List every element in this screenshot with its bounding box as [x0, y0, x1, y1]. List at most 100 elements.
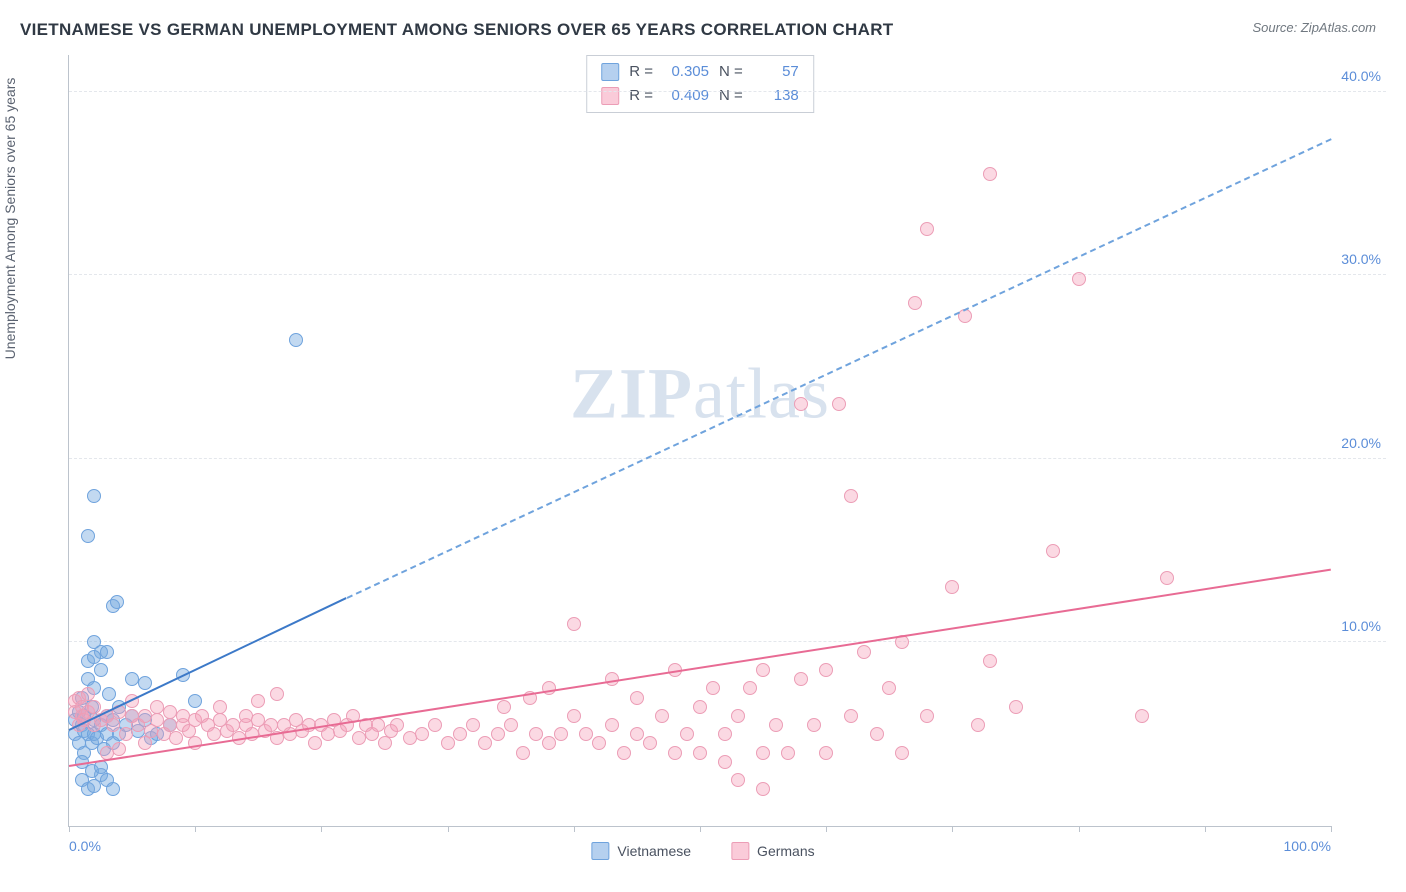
- scatter-point: [668, 746, 682, 760]
- legend-r-label: R =: [629, 60, 653, 84]
- scatter-point: [718, 727, 732, 741]
- trendline-vietnamese-solid: [69, 597, 347, 731]
- scatter-point: [119, 727, 133, 741]
- watermark-atlas: atlas: [693, 354, 830, 434]
- scatter-point: [110, 595, 124, 609]
- swatch-pink-icon: [601, 87, 619, 105]
- scatter-point: [945, 580, 959, 594]
- scatter-point: [567, 617, 581, 631]
- swatch-blue-icon: [591, 842, 609, 860]
- x-tick: [1331, 826, 1332, 832]
- scatter-point: [832, 397, 846, 411]
- grid-line: [69, 274, 1386, 275]
- scatter-point: [718, 755, 732, 769]
- scatter-point: [630, 691, 644, 705]
- swatch-pink-icon: [731, 842, 749, 860]
- chart-container: Unemployment Among Seniors over 65 years…: [20, 55, 1386, 872]
- scatter-point: [106, 718, 120, 732]
- scatter-point: [1009, 700, 1023, 714]
- legend-r-value-germans: 0.409: [665, 84, 709, 108]
- scatter-point: [441, 736, 455, 750]
- scatter-point: [289, 333, 303, 347]
- scatter-point: [756, 746, 770, 760]
- scatter-point: [504, 718, 518, 732]
- scatter-point: [94, 663, 108, 677]
- scatter-point: [920, 222, 934, 236]
- scatter-point: [138, 736, 152, 750]
- scatter-point: [983, 654, 997, 668]
- chart-title: VIETNAMESE VS GERMAN UNEMPLOYMENT AMONG …: [20, 20, 893, 40]
- scatter-point: [542, 736, 556, 750]
- series-legend: Vietnamese Germans: [591, 842, 814, 860]
- y-tick-label: 10.0%: [1341, 618, 1381, 634]
- scatter-point: [706, 681, 720, 695]
- legend-r-label: R =: [629, 84, 653, 108]
- scatter-point: [630, 727, 644, 741]
- x-tick: [826, 826, 827, 832]
- source-attribution: Source: ZipAtlas.com: [1252, 20, 1376, 35]
- scatter-point: [102, 687, 116, 701]
- scatter-point: [579, 727, 593, 741]
- scatter-point: [1160, 571, 1174, 585]
- x-tick: [1079, 826, 1080, 832]
- legend-row-vietnamese: R = 0.305 N = 57: [601, 60, 799, 84]
- watermark: ZIPatlas: [570, 353, 830, 436]
- scatter-point: [731, 709, 745, 723]
- scatter-point: [81, 529, 95, 543]
- scatter-point: [169, 731, 183, 745]
- correlation-legend: R = 0.305 N = 57 R = 0.409 N = 138: [586, 55, 814, 113]
- scatter-point: [807, 718, 821, 732]
- grid-line: [69, 458, 1386, 459]
- scatter-point: [106, 782, 120, 796]
- x-tick: [952, 826, 953, 832]
- legend-r-value-vietnamese: 0.305: [665, 60, 709, 84]
- scatter-point: [983, 167, 997, 181]
- grid-line: [69, 641, 1386, 642]
- scatter-point: [844, 709, 858, 723]
- scatter-point: [428, 718, 442, 732]
- scatter-point: [680, 727, 694, 741]
- scatter-point: [794, 397, 808, 411]
- y-tick-label: 30.0%: [1341, 251, 1381, 267]
- legend-label-germans: Germans: [757, 843, 815, 859]
- grid-line: [69, 91, 1386, 92]
- scatter-point: [605, 718, 619, 732]
- scatter-point: [857, 645, 871, 659]
- scatter-point: [920, 709, 934, 723]
- plot-area: ZIPatlas R = 0.305 N = 57 R = 0.409 N = …: [68, 55, 1331, 827]
- scatter-point: [882, 681, 896, 695]
- scatter-point: [1046, 544, 1060, 558]
- y-axis-label: Unemployment Among Seniors over 65 years: [2, 77, 18, 359]
- x-tick: [195, 826, 196, 832]
- swatch-blue-icon: [601, 63, 619, 81]
- scatter-point: [1135, 709, 1149, 723]
- scatter-point: [251, 694, 265, 708]
- scatter-point: [415, 727, 429, 741]
- scatter-point: [908, 296, 922, 310]
- scatter-point: [756, 663, 770, 677]
- scatter-point: [112, 742, 126, 756]
- scatter-point: [731, 773, 745, 787]
- scatter-point: [188, 736, 202, 750]
- x-tick-label: 100.0%: [1284, 838, 1331, 854]
- scatter-point: [542, 681, 556, 695]
- scatter-point: [895, 746, 909, 760]
- y-tick-label: 40.0%: [1341, 68, 1381, 84]
- legend-item-vietnamese: Vietnamese: [591, 842, 691, 860]
- scatter-point: [794, 672, 808, 686]
- scatter-point: [693, 700, 707, 714]
- trendline-germans: [69, 569, 1331, 767]
- scatter-point: [308, 736, 322, 750]
- scatter-point: [756, 782, 770, 796]
- scatter-point: [390, 718, 404, 732]
- scatter-point: [819, 746, 833, 760]
- scatter-point: [1072, 272, 1086, 286]
- scatter-point: [466, 718, 480, 732]
- x-tick: [448, 826, 449, 832]
- x-tick: [69, 826, 70, 832]
- scatter-point: [655, 709, 669, 723]
- legend-n-value-germans: 138: [755, 84, 799, 108]
- scatter-point: [567, 709, 581, 723]
- scatter-point: [844, 489, 858, 503]
- legend-label-vietnamese: Vietnamese: [617, 843, 691, 859]
